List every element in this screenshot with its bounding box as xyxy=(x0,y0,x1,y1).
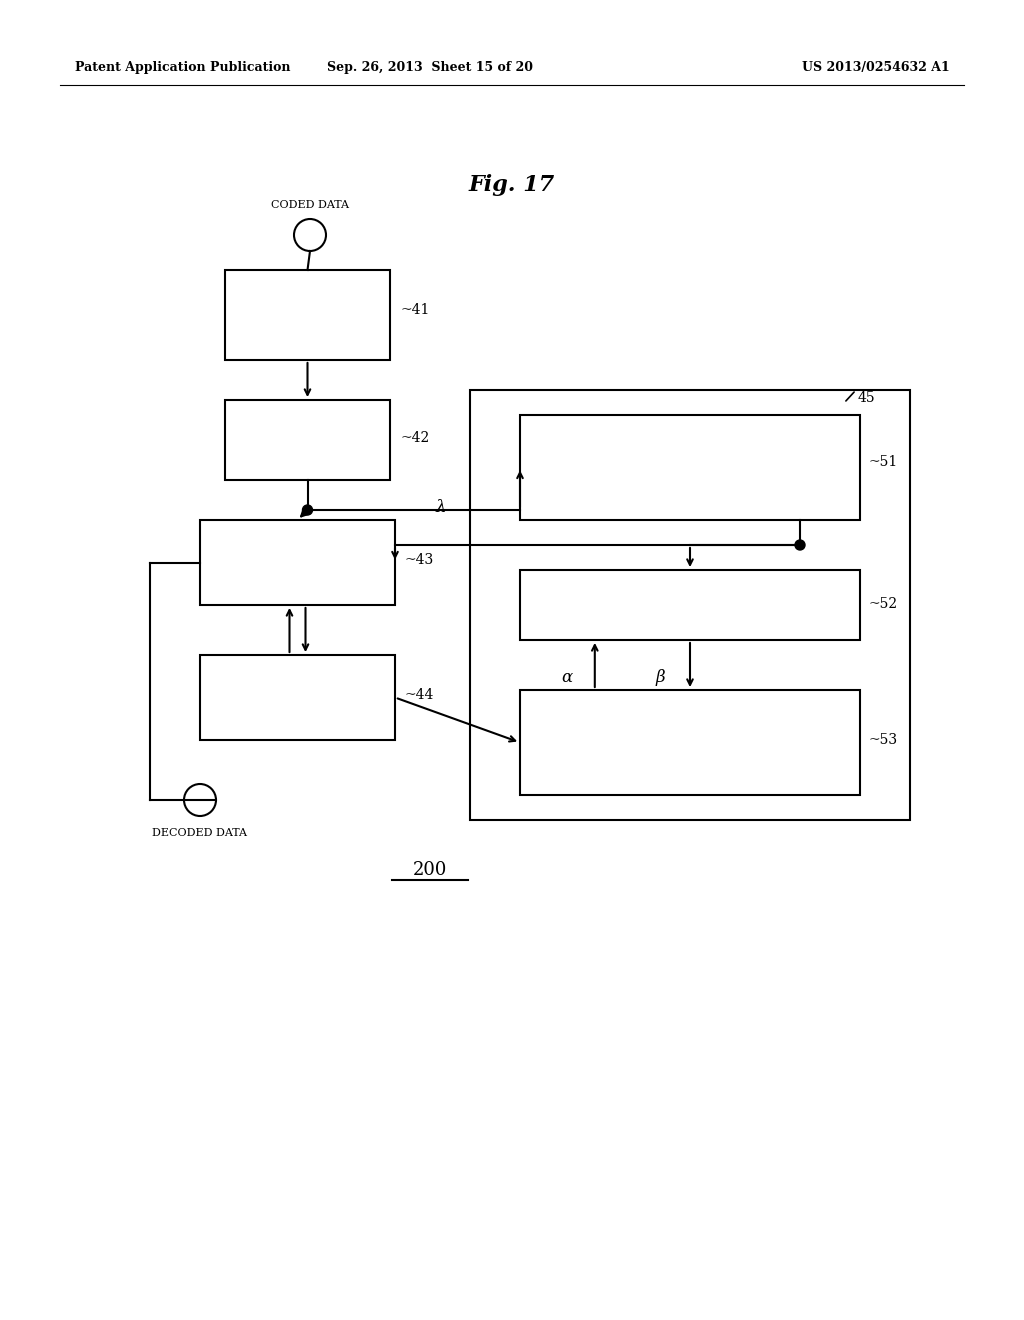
Text: Patent Application Publication: Patent Application Publication xyxy=(75,62,291,74)
Text: 45: 45 xyxy=(858,391,876,405)
Text: ~51: ~51 xyxy=(868,455,897,469)
Text: 200: 200 xyxy=(413,861,447,879)
Bar xyxy=(520,414,860,520)
Circle shape xyxy=(302,506,312,515)
Circle shape xyxy=(294,219,326,251)
Text: Sep. 26, 2013  Sheet 15 of 20: Sep. 26, 2013 Sheet 15 of 20 xyxy=(327,62,534,74)
Bar xyxy=(200,520,395,605)
Text: ~44: ~44 xyxy=(406,688,434,702)
Text: α: α xyxy=(561,669,572,686)
Text: Fig. 17: Fig. 17 xyxy=(469,174,555,195)
Text: ~43: ~43 xyxy=(406,553,434,568)
Bar xyxy=(200,655,395,741)
Bar xyxy=(520,690,860,795)
Bar xyxy=(225,400,390,480)
Bar xyxy=(470,389,910,820)
Text: ~53: ~53 xyxy=(868,733,897,747)
Circle shape xyxy=(795,540,805,550)
Bar xyxy=(520,570,860,640)
Text: DECODED DATA: DECODED DATA xyxy=(153,828,248,838)
Bar xyxy=(225,271,390,360)
Text: ~42: ~42 xyxy=(400,432,429,445)
Text: ~41: ~41 xyxy=(400,304,429,317)
Text: β: β xyxy=(655,669,665,686)
Text: US 2013/0254632 A1: US 2013/0254632 A1 xyxy=(802,62,950,74)
Circle shape xyxy=(184,784,216,816)
Text: λ: λ xyxy=(436,499,446,516)
Text: CODED DATA: CODED DATA xyxy=(271,201,349,210)
Text: ~52: ~52 xyxy=(868,597,897,611)
